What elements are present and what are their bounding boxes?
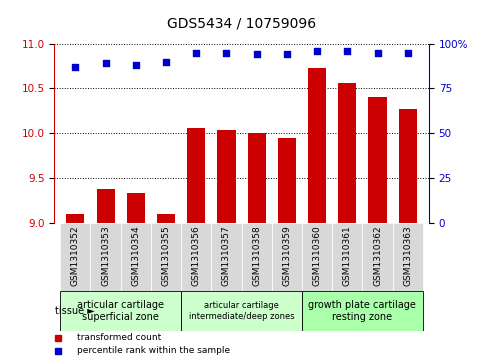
Bar xyxy=(399,109,417,223)
Text: GSM1310357: GSM1310357 xyxy=(222,225,231,286)
Bar xyxy=(157,214,175,223)
Point xyxy=(404,50,412,56)
Bar xyxy=(121,223,151,291)
Bar xyxy=(308,68,326,223)
Bar xyxy=(332,223,362,291)
Text: GSM1310360: GSM1310360 xyxy=(313,225,321,286)
Text: GSM1310354: GSM1310354 xyxy=(131,225,141,286)
Text: growth plate cartilage
resting zone: growth plate cartilage resting zone xyxy=(309,300,417,322)
Point xyxy=(344,48,352,54)
Point xyxy=(222,50,230,56)
Point xyxy=(283,52,291,57)
Point xyxy=(162,58,170,64)
Bar xyxy=(338,83,356,223)
Text: GSM1310359: GSM1310359 xyxy=(282,225,291,286)
Bar xyxy=(362,223,392,291)
Point xyxy=(192,50,200,56)
Point xyxy=(313,48,321,54)
Text: transformed count: transformed count xyxy=(77,333,161,342)
Text: GSM1310363: GSM1310363 xyxy=(403,225,412,286)
Point xyxy=(132,62,140,68)
Bar xyxy=(60,223,91,291)
Bar xyxy=(217,130,236,223)
Point xyxy=(253,52,261,57)
Text: GSM1310353: GSM1310353 xyxy=(101,225,110,286)
Point xyxy=(102,60,109,66)
Bar xyxy=(67,214,84,223)
Text: articular cartilage
intermediate/deep zones: articular cartilage intermediate/deep zo… xyxy=(189,301,294,321)
Bar xyxy=(60,291,181,331)
Bar xyxy=(211,223,242,291)
Text: GSM1310362: GSM1310362 xyxy=(373,225,382,286)
Bar xyxy=(247,133,266,223)
Bar xyxy=(392,223,423,291)
Text: GSM1310355: GSM1310355 xyxy=(162,225,171,286)
Bar xyxy=(368,97,387,223)
Text: tissue ►: tissue ► xyxy=(55,306,95,316)
Bar xyxy=(272,223,302,291)
Bar xyxy=(242,223,272,291)
Bar xyxy=(302,291,423,331)
Text: GSM1310358: GSM1310358 xyxy=(252,225,261,286)
Bar xyxy=(97,189,115,223)
Bar xyxy=(278,138,296,223)
Bar xyxy=(302,223,332,291)
Point xyxy=(71,64,79,70)
Bar xyxy=(181,223,211,291)
Bar xyxy=(127,193,145,223)
Text: percentile rank within the sample: percentile rank within the sample xyxy=(77,346,230,355)
Text: GDS5434 / 10759096: GDS5434 / 10759096 xyxy=(167,16,316,30)
Bar xyxy=(181,291,302,331)
Bar xyxy=(91,223,121,291)
Bar xyxy=(187,128,205,223)
Point xyxy=(374,50,382,56)
Text: GSM1310352: GSM1310352 xyxy=(71,225,80,286)
Text: GSM1310356: GSM1310356 xyxy=(192,225,201,286)
Text: GSM1310361: GSM1310361 xyxy=(343,225,352,286)
Bar xyxy=(151,223,181,291)
Text: articular cartilage
superficial zone: articular cartilage superficial zone xyxy=(77,300,164,322)
